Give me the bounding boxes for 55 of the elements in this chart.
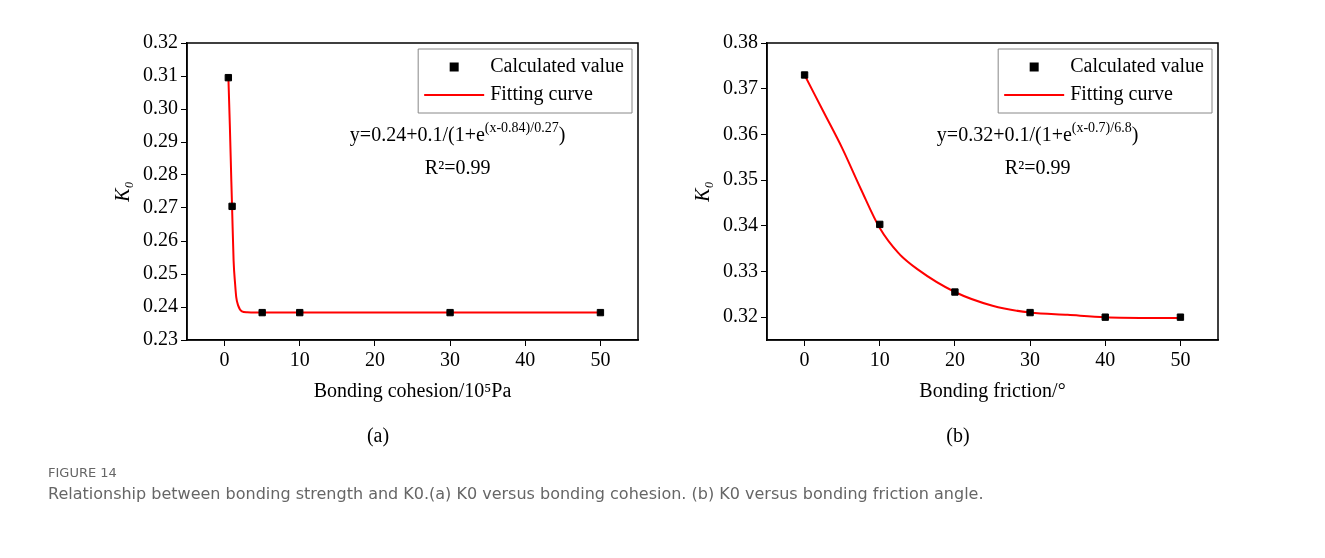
caption: FIGURE 14: [48, 465, 118, 480]
point: [876, 220, 884, 229]
y-tick-label: 0.23: [143, 327, 178, 350]
point: [800, 71, 809, 79]
y-tick-label: 0.25: [143, 261, 178, 284]
legend-label: Fitting curve: [1070, 82, 1174, 106]
y-tick-label: 0.38: [723, 30, 758, 53]
x-axis-title: Bonding friction/°: [919, 379, 1066, 403]
legend-label: Fitting curve: [490, 82, 594, 106]
point: [1101, 313, 1109, 321]
point: [1176, 313, 1185, 321]
text: (a): [365, 424, 391, 447]
x-tick-label: 0: [219, 348, 230, 371]
x-tick-label: 50: [590, 348, 611, 371]
x-tick-label: 10: [289, 348, 310, 371]
y-tick-label: 0.31: [143, 63, 178, 86]
text: Relationship between bonding strength and K0.(a) K0 versus bonding cohesion. (b) K0 versus bonding friction angle.: [48, 484, 985, 503]
x-axis-title: Bonding cohesion/10⁵Pa: [313, 379, 512, 403]
y-axis-title: K₀: [111, 181, 134, 203]
point: [228, 202, 236, 211]
legend-label: Calculated value: [1070, 54, 1205, 77]
x-tick-label: 40: [515, 348, 536, 371]
x-tick-label: 10: [869, 348, 890, 371]
point: [224, 73, 233, 82]
y-tick-label: 0.36: [723, 121, 758, 144]
point: [1026, 308, 1034, 317]
y-tick-label: 0.35: [723, 167, 758, 190]
x-tick-label: 50: [1170, 348, 1191, 371]
y-tick-label: 0.26: [143, 228, 178, 251]
point: [596, 308, 605, 317]
y-tick-label: 0.34: [723, 213, 758, 236]
point: [951, 288, 959, 296]
point: [296, 308, 304, 317]
y-tick-label: 0.32: [723, 304, 758, 327]
point: [258, 308, 266, 317]
annotation: R²=0.99: [1004, 155, 1071, 178]
point: [446, 308, 454, 317]
legend-label: Calculated value: [490, 54, 625, 77]
y-tick-label: 0.37: [723, 75, 758, 98]
y-tick-label: 0.33: [723, 258, 758, 281]
y-tick-label: 0.24: [143, 294, 178, 317]
x-tick-label: 30: [440, 348, 461, 371]
y-tick-label: 0.32: [143, 30, 178, 53]
y-tick-label: 0.30: [143, 96, 178, 119]
y-tick-label: 0.27: [143, 195, 178, 218]
x-tick-label: 20: [944, 348, 965, 371]
x-tick-label: 0: [799, 348, 810, 371]
x-tick-label: 20: [364, 348, 385, 371]
y-tick-label: 0.28: [143, 162, 178, 185]
y-axis-title: K₀: [691, 181, 714, 203]
annotation: R²=0.99: [424, 155, 491, 178]
x-tick-label: 40: [1095, 348, 1116, 371]
text: (b): [945, 424, 971, 447]
x-tick-label: 30: [1020, 348, 1041, 371]
y-tick-label: 0.29: [143, 129, 178, 152]
